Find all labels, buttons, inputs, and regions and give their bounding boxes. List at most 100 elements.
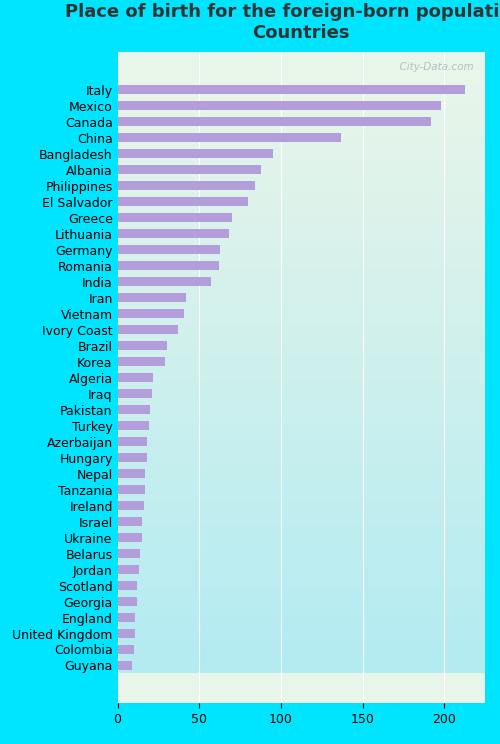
Bar <box>118 437 147 446</box>
Bar <box>118 549 485 552</box>
Bar <box>118 446 485 449</box>
Bar <box>118 549 141 558</box>
Bar <box>118 327 485 330</box>
Bar <box>118 383 485 386</box>
Bar <box>118 94 485 97</box>
Bar <box>118 88 485 91</box>
Bar <box>118 413 485 416</box>
Bar <box>118 295 485 298</box>
Bar <box>118 307 485 310</box>
Bar <box>118 487 485 490</box>
Bar <box>118 259 485 262</box>
Bar <box>118 325 178 334</box>
Bar <box>118 345 485 348</box>
Bar <box>118 537 485 540</box>
Bar <box>118 416 485 419</box>
Bar <box>118 632 485 635</box>
Bar <box>118 452 485 455</box>
Bar <box>118 469 146 478</box>
Bar <box>118 644 485 647</box>
Bar <box>118 109 485 112</box>
Bar <box>118 354 485 357</box>
Bar <box>118 292 485 295</box>
Bar <box>118 366 485 369</box>
Bar <box>118 271 485 274</box>
Bar <box>118 230 485 233</box>
Bar <box>118 224 485 227</box>
Bar <box>118 513 485 516</box>
Bar <box>118 431 485 434</box>
Bar <box>118 215 485 218</box>
Bar <box>118 339 485 342</box>
Bar <box>118 213 232 222</box>
Bar <box>118 576 485 579</box>
Bar <box>118 209 485 212</box>
Bar <box>118 360 485 363</box>
Bar <box>118 348 485 351</box>
Bar <box>118 229 228 238</box>
Bar <box>118 369 485 372</box>
Bar <box>118 188 485 191</box>
Bar <box>118 525 485 528</box>
Bar <box>118 573 485 576</box>
Bar <box>118 609 485 612</box>
Bar <box>118 161 485 164</box>
Bar <box>118 277 210 286</box>
Bar <box>118 245 220 254</box>
Bar <box>118 510 485 513</box>
Bar <box>118 120 485 123</box>
Bar <box>118 115 485 117</box>
Bar <box>118 522 485 525</box>
Bar <box>118 478 485 481</box>
Bar <box>118 309 184 318</box>
Bar <box>118 85 485 88</box>
Bar <box>118 564 485 567</box>
Bar <box>118 502 485 505</box>
Bar <box>118 407 485 410</box>
Bar <box>118 170 485 173</box>
Bar <box>118 398 485 401</box>
Bar <box>118 558 485 561</box>
Bar <box>118 466 485 469</box>
Bar <box>118 652 485 655</box>
Bar <box>118 528 485 531</box>
Bar <box>118 250 485 253</box>
Bar <box>118 117 431 126</box>
Bar <box>118 579 485 582</box>
Bar <box>118 591 485 594</box>
Text: City-Data.com: City-Data.com <box>394 62 474 72</box>
Bar <box>118 372 485 375</box>
Bar <box>118 85 466 94</box>
Bar <box>118 194 485 197</box>
Bar <box>118 126 485 129</box>
Bar <box>118 312 485 315</box>
Bar <box>118 280 485 283</box>
Bar <box>118 540 485 543</box>
Bar <box>118 638 485 641</box>
Bar <box>118 419 485 422</box>
Bar <box>118 103 485 106</box>
Bar <box>118 667 485 670</box>
Bar <box>118 612 485 615</box>
Bar <box>118 661 132 670</box>
Bar <box>118 546 485 549</box>
Title: Place of birth for the foreign-born population -
Countries: Place of birth for the foreign-born popu… <box>64 4 500 42</box>
Bar <box>118 336 485 339</box>
Bar <box>118 101 441 110</box>
Bar <box>118 318 485 321</box>
Bar <box>118 658 485 661</box>
Bar <box>118 507 485 510</box>
Bar <box>118 380 485 383</box>
Bar <box>118 613 136 622</box>
Bar <box>118 567 485 570</box>
Bar <box>118 197 248 206</box>
Bar <box>118 485 146 494</box>
Bar <box>118 133 342 142</box>
Bar <box>118 386 485 389</box>
Bar <box>118 543 485 546</box>
Bar <box>118 91 485 94</box>
Bar <box>118 647 485 650</box>
Bar <box>118 464 485 466</box>
Bar <box>118 455 485 458</box>
Bar <box>118 324 485 327</box>
